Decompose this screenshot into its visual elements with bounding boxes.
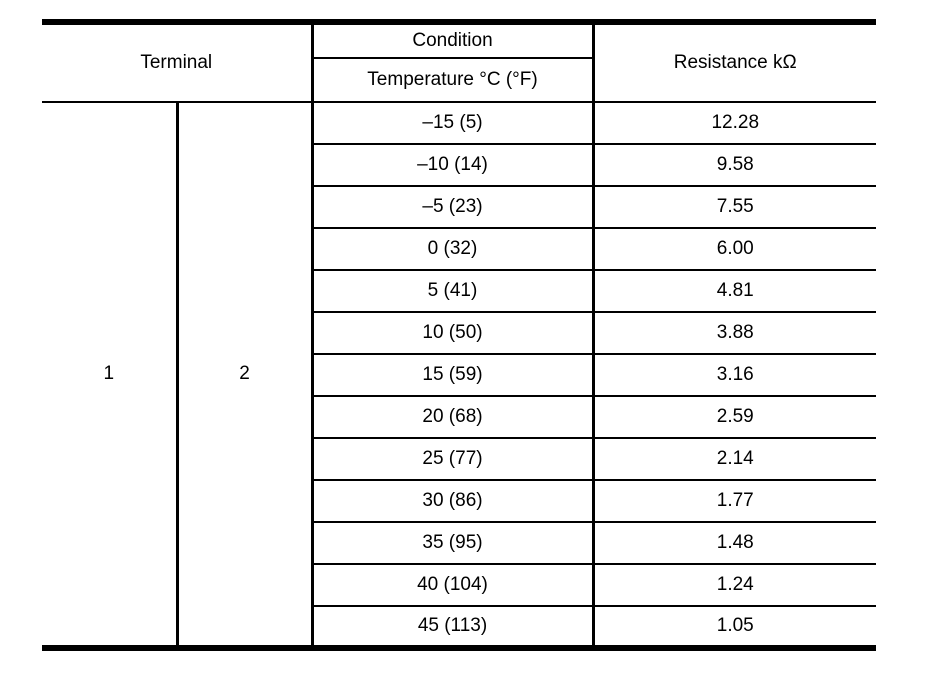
table-row: 30 (86) 1.77 [42, 480, 876, 523]
temperature-cell: 10 (50) [312, 312, 595, 355]
resistance-cell: 3.88 [593, 312, 876, 355]
resistance-table: Terminal Condition Resistance kΩ Tempera… [42, 19, 876, 651]
header-resistance: Resistance kΩ [593, 22, 876, 103]
header-condition: Condition [312, 22, 595, 59]
table-row: –5 (23) 7.55 [42, 186, 876, 229]
table-row: 10 (50) 3.88 [42, 312, 876, 355]
table-row: –10 (14) 9.58 [42, 144, 876, 187]
table-row: 15 (59) 3.16 [42, 354, 876, 397]
terminal-2-cell: 2 [177, 102, 314, 648]
table-row: 1 2 –15 (5) 12.28 [42, 102, 876, 648]
table-row: 35 (95) 1.48 [42, 522, 876, 565]
table-row: 20 (68) 2.59 [42, 396, 876, 439]
temperature-cell: –10 (14) [312, 144, 595, 187]
resistance-cell: 1.24 [593, 564, 876, 607]
temperature-cell: –15 (5) [312, 102, 595, 145]
table-row: 45 (113) 1.05 [42, 606, 876, 648]
resistance-cell: 1.48 [593, 522, 876, 565]
header-terminal: Terminal [42, 22, 314, 103]
resistance-cell: 2.59 [593, 396, 876, 439]
resistance-cell: 4.81 [593, 270, 876, 313]
table-row: 25 (77) 2.14 [42, 438, 876, 481]
resistance-cell: 9.58 [593, 144, 876, 187]
temperature-cell: 25 (77) [312, 438, 595, 481]
resistance-cell: 3.16 [593, 354, 876, 397]
resistance-cell: 6.00 [593, 228, 876, 271]
temperature-cell: 15 (59) [312, 354, 595, 397]
table-row: 0 (32) 6.00 [42, 228, 876, 271]
temperature-cell: 45 (113) [312, 606, 595, 648]
temperature-cell: 5 (41) [312, 270, 595, 313]
temperature-cell: 30 (86) [312, 480, 595, 523]
resistance-cell: 2.14 [593, 438, 876, 481]
temperature-cell: –5 (23) [312, 186, 595, 229]
temperature-cell: 0 (32) [312, 228, 595, 271]
temperature-cell: 20 (68) [312, 396, 595, 439]
resistance-cell: 1.05 [593, 606, 876, 648]
table-row: 40 (104) 1.24 [42, 564, 876, 607]
temperature-cell: 35 (95) [312, 522, 595, 565]
temperature-cell: 40 (104) [312, 564, 595, 607]
resistance-cell: 12.28 [593, 102, 876, 145]
table-row: 5 (41) 4.81 [42, 270, 876, 313]
header-temperature: Temperature °C (°F) [312, 58, 595, 103]
terminal-1-cell: 1 [42, 102, 179, 648]
resistance-cell: 7.55 [593, 186, 876, 229]
resistance-cell: 1.77 [593, 480, 876, 523]
